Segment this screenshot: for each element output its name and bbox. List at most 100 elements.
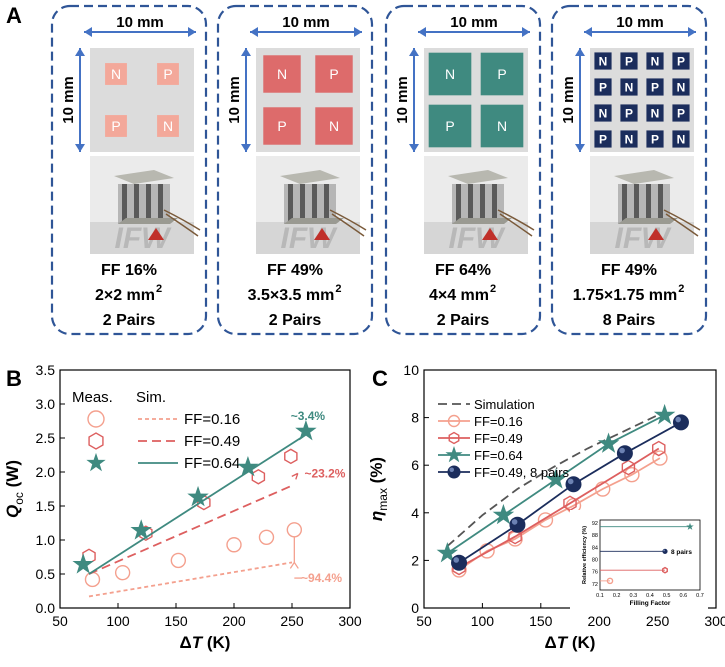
thermoelectric-leg xyxy=(157,115,179,137)
device-wires xyxy=(163,209,201,237)
width-label: 10 mm xyxy=(616,14,664,31)
y-axis-label-var: η xyxy=(367,511,386,521)
logo-accent-icon xyxy=(314,228,330,240)
x-tick-label: 100 xyxy=(106,613,130,629)
inset-point xyxy=(606,577,614,585)
logo-watermark: IFW xyxy=(615,222,673,255)
leg-label: N xyxy=(111,66,121,82)
series-line xyxy=(458,447,660,569)
inset-point xyxy=(686,522,694,530)
thermoelectric-leg xyxy=(105,63,127,85)
legend-marker xyxy=(445,446,463,463)
x-tick-label: 200 xyxy=(222,613,246,629)
thermoelectric-leg xyxy=(620,104,638,122)
device-top-plate xyxy=(114,170,174,184)
leg-label: N xyxy=(677,81,686,95)
thermoelectric-leg xyxy=(672,104,690,122)
arrow-head-icon xyxy=(75,48,85,56)
thermoelectric-leg xyxy=(646,130,664,148)
y-tick-label: 4 xyxy=(411,505,419,521)
inset-y-tick-label: 72 xyxy=(592,582,598,588)
data-point xyxy=(595,481,611,497)
leg-label: P xyxy=(599,133,607,147)
inset-y-tick-label: 92 xyxy=(592,521,598,527)
legend-marker xyxy=(447,465,461,479)
thermoelectric-leg xyxy=(672,130,690,148)
card-border xyxy=(550,4,708,336)
data-point xyxy=(545,468,567,489)
y-tick-label: 0.0 xyxy=(36,600,56,616)
thermoelectric-leg xyxy=(157,63,179,85)
y-tick-label: 6 xyxy=(411,457,419,473)
data-point xyxy=(653,403,676,425)
data-point-highlight xyxy=(453,557,460,563)
y-tick-label: 2 xyxy=(411,552,419,568)
data-point xyxy=(624,467,640,483)
device-leg-rod xyxy=(646,184,651,224)
y-tick-label: 3.5 xyxy=(36,362,56,378)
data-point xyxy=(492,503,515,525)
photo-floor xyxy=(424,222,528,254)
y-tick-label: 0.5 xyxy=(36,566,56,582)
device-wires xyxy=(497,209,535,237)
filling-factor-label: FF 16% xyxy=(101,262,157,279)
panel-c-label: C xyxy=(372,366,388,391)
x-tick-label: 250 xyxy=(646,613,670,629)
data-point xyxy=(295,419,317,441)
legend-header-meas: Meas. xyxy=(72,389,113,406)
arrow-head-icon xyxy=(522,27,530,37)
device-card: 10 mm 10 mm N P P N IFW FF 64% 4×4 mm 2 2 Pairs xyxy=(384,4,542,336)
data-point-highlight xyxy=(511,519,518,525)
data-point xyxy=(508,528,522,545)
inset-x-tick-label: 0.4 xyxy=(646,593,654,599)
x-axis-label-var: T xyxy=(557,633,569,652)
device-wires xyxy=(329,209,367,237)
logo-accent-icon xyxy=(148,228,164,240)
thermoelectric-leg xyxy=(620,52,638,70)
data-point xyxy=(72,553,94,574)
thermoelectric-leg xyxy=(646,52,664,70)
leg-label: P xyxy=(651,81,659,95)
thermoelectric-leg xyxy=(315,107,353,145)
pairs-label: 8 Pairs xyxy=(603,312,656,329)
data-point xyxy=(286,522,303,538)
legend-label: Simulation xyxy=(474,397,535,412)
arrow-head-icon xyxy=(409,144,419,152)
leg-label: N xyxy=(277,66,287,82)
y-tick-label: 2.0 xyxy=(36,464,56,480)
data-point-highlight xyxy=(675,416,681,423)
x-axis-label-unit: (K) xyxy=(202,633,230,652)
leg-label: P xyxy=(111,118,120,134)
card-border xyxy=(384,4,542,336)
device-leg-rod xyxy=(122,184,127,224)
y-axis-label-sub: max xyxy=(376,488,390,511)
height-label: 10 mm xyxy=(60,76,77,124)
leg-label: P xyxy=(677,107,685,121)
device-leg-rod xyxy=(324,184,329,224)
x-tick-label: 200 xyxy=(588,613,612,629)
inset-y-tick-label: 84 xyxy=(592,545,598,551)
sim-line xyxy=(88,561,293,598)
device-leg-rod xyxy=(134,184,139,224)
inset-y-axis-label: Relative efficiency (%) xyxy=(582,526,588,584)
inset-x-tick-label: 0.3 xyxy=(630,593,638,599)
y-axis-label-unit: (%) xyxy=(367,457,386,488)
inset-point xyxy=(662,548,668,554)
arrow-head-icon xyxy=(250,27,258,37)
annotation-label: ~23.2% xyxy=(304,466,345,480)
inset-point-label: 8 pairs xyxy=(671,549,692,556)
width-label: 10 mm xyxy=(282,14,330,31)
panel-c-chart: C 50 100 150 200 250 300 0 2 4 6 8 10 ΔT (K) ηmax (%)… xyxy=(367,362,725,652)
arrow-head-icon xyxy=(354,27,362,37)
filling-factor-label: FF 49% xyxy=(267,262,323,279)
x-tick-label: 50 xyxy=(52,613,68,629)
data-point xyxy=(187,485,209,507)
data-point xyxy=(258,529,275,545)
inset-point-highlight xyxy=(663,549,666,552)
inset-x-tick-label: 0.7 xyxy=(696,593,704,599)
y-axis-label: Qoc (W) xyxy=(3,460,26,518)
logo-accent-icon xyxy=(648,228,664,240)
thermoelectric-leg xyxy=(315,55,353,93)
thermoelectric-leg xyxy=(620,130,638,148)
leg-label: P xyxy=(277,118,286,134)
